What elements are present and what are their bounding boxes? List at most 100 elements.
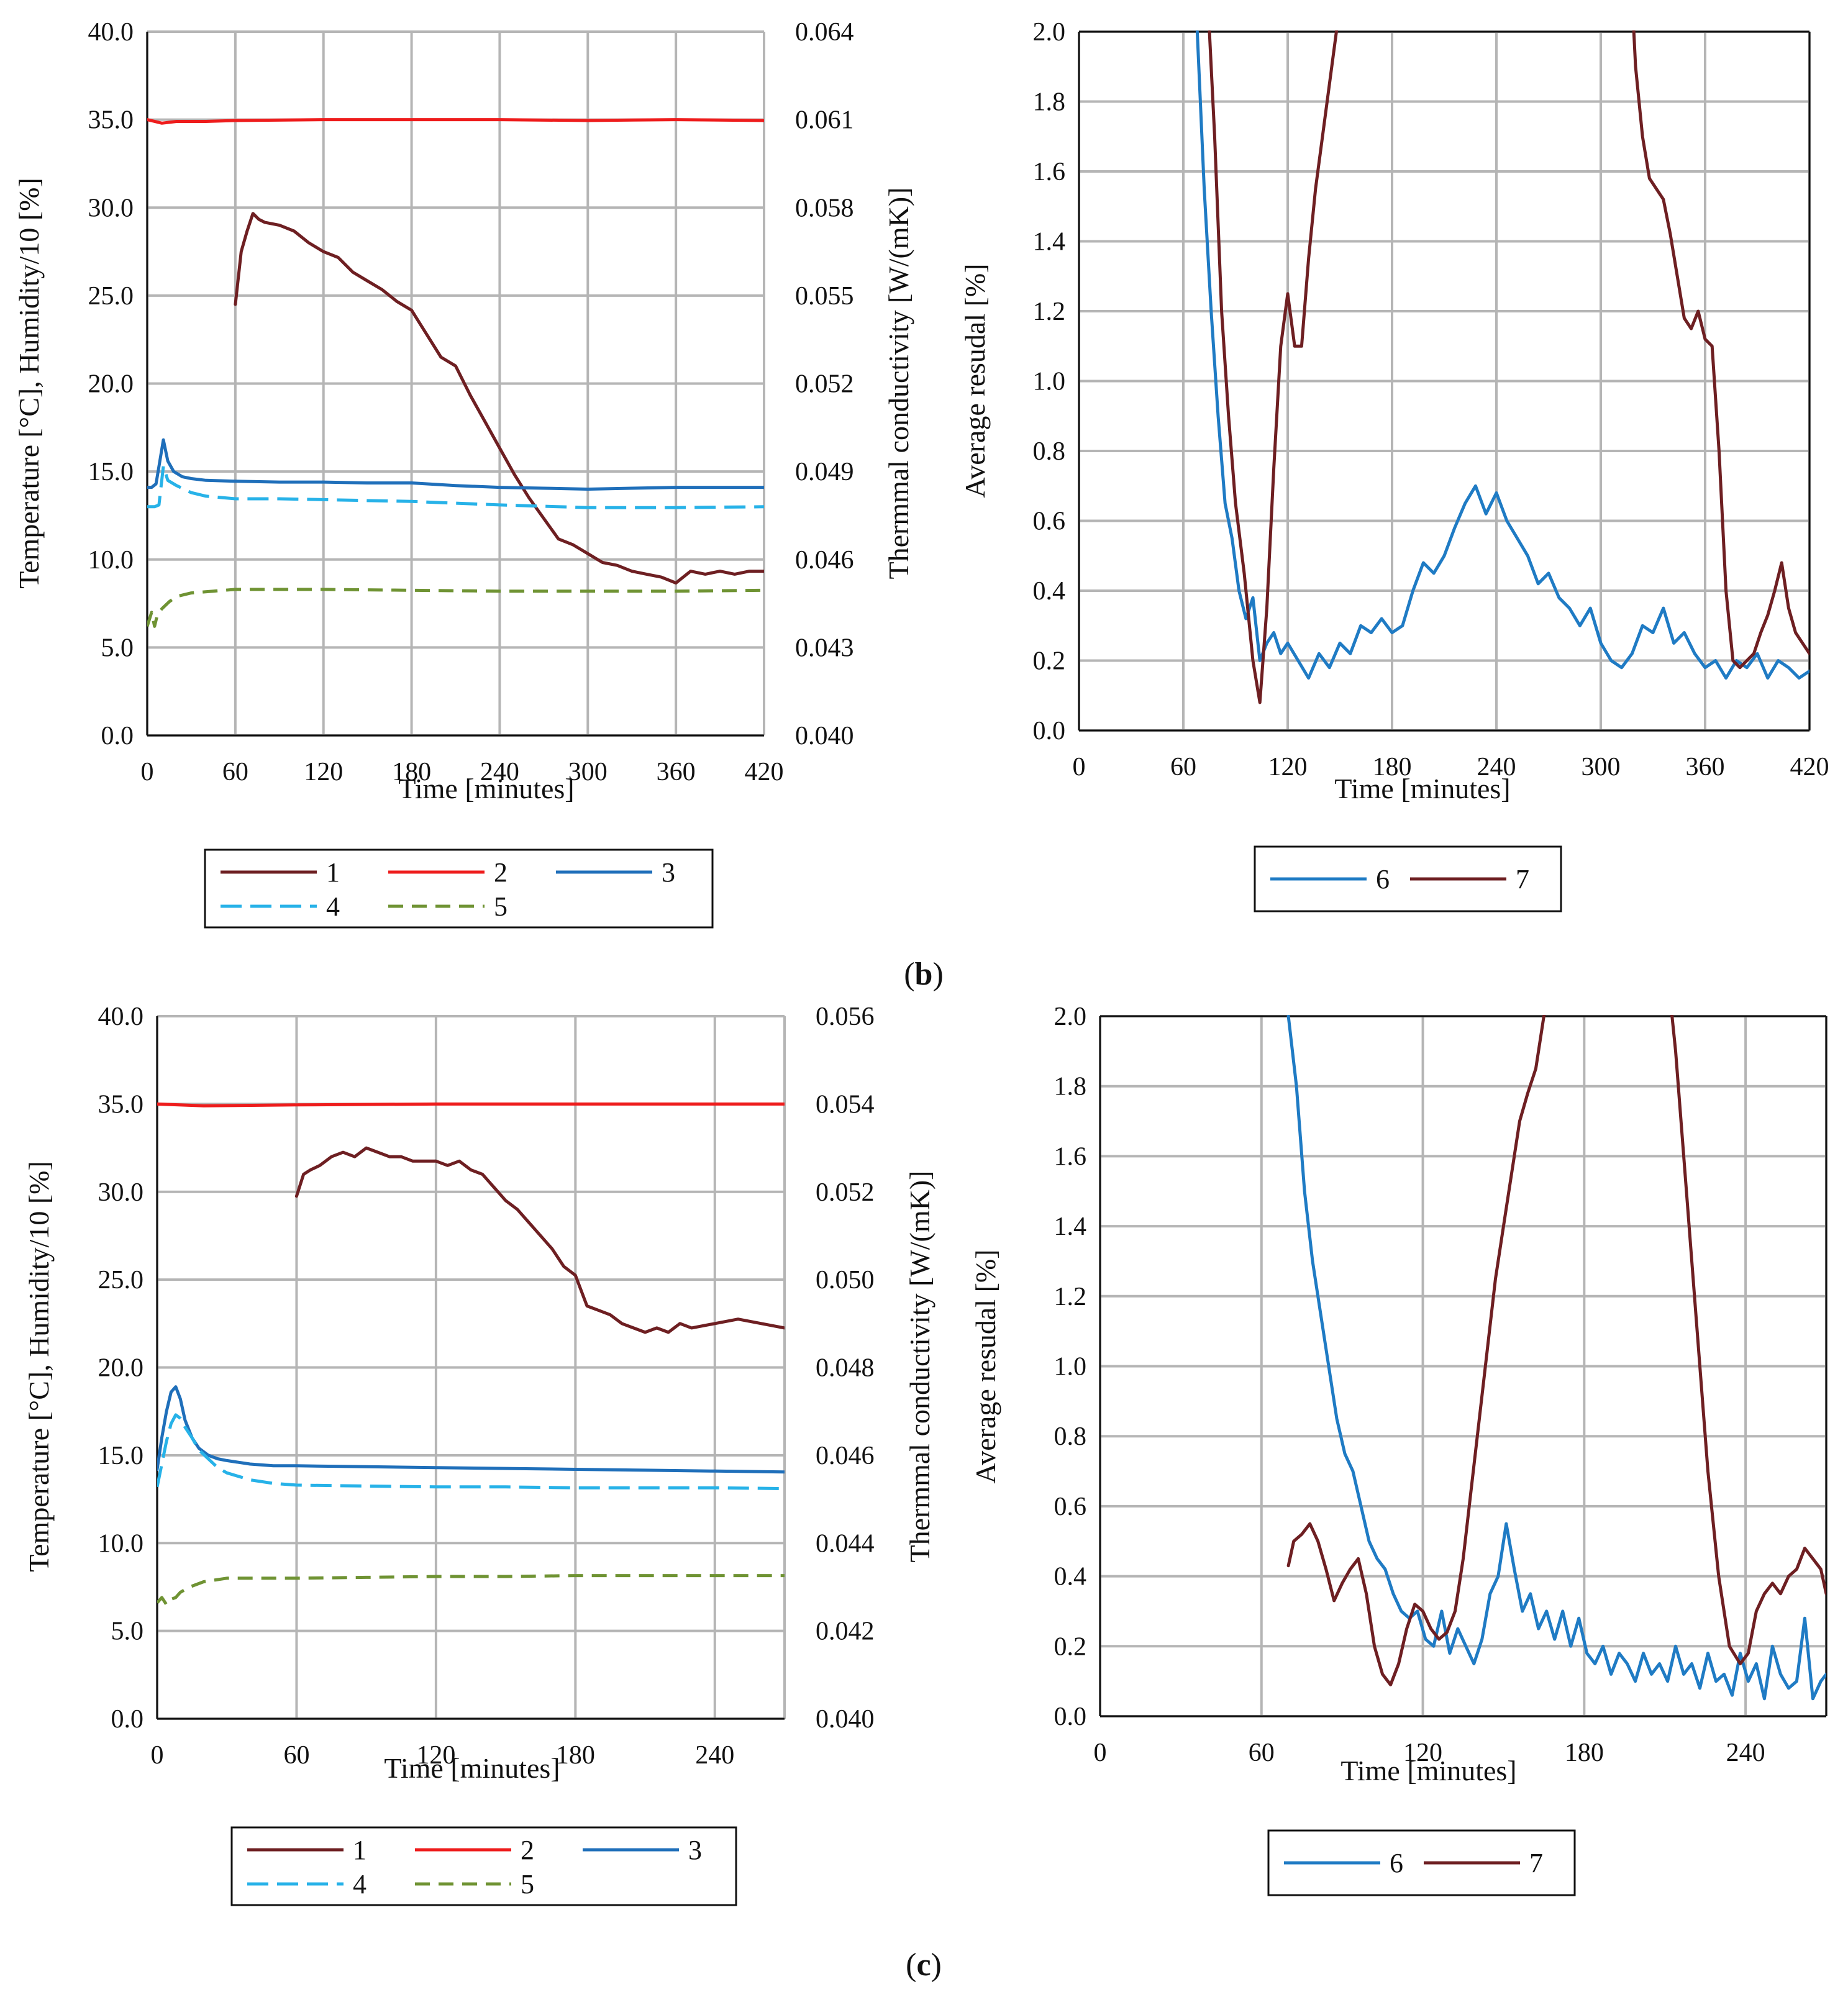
c-left-ytick-label: 10.0 bbox=[98, 1529, 144, 1558]
c-left-y2tick-label: 0.042 bbox=[816, 1617, 875, 1646]
b-left-ytick-label: 35.0 bbox=[88, 106, 134, 135]
b-left-y2tick-label: 0.058 bbox=[795, 194, 854, 222]
b-left-ytick-label: 20.0 bbox=[88, 370, 134, 399]
c-right-ytick-label: 1.8 bbox=[1054, 1073, 1087, 1101]
b-left-legend-label-1: 1 bbox=[326, 857, 340, 888]
b-left-ytick-label: 15.0 bbox=[88, 458, 134, 486]
b-left-xtick-label: 420 bbox=[745, 758, 784, 786]
c-right-legend-label-7: 7 bbox=[1529, 1848, 1543, 1878]
c-right-ytick-label: 1.6 bbox=[1054, 1142, 1087, 1171]
c-left-ytick-label: 40.0 bbox=[98, 1003, 144, 1031]
svg-text:(c): (c) bbox=[906, 1947, 942, 1983]
c-left-y2tick-label: 0.048 bbox=[816, 1354, 875, 1383]
c-left-legend-label-2: 2 bbox=[521, 1835, 534, 1865]
svg-text:(b): (b) bbox=[904, 957, 944, 992]
b-right-ytick-label: 0.6 bbox=[1033, 507, 1066, 536]
c-left-legend-label-5: 5 bbox=[521, 1869, 534, 1899]
c-left-legend-label-3: 3 bbox=[688, 1835, 702, 1865]
b-left-ytick-label: 5.0 bbox=[101, 634, 134, 662]
c-right-xtick-label: 120 bbox=[1403, 1739, 1442, 1767]
b-right-xtick-label: 60 bbox=[1170, 753, 1196, 781]
b-left-y2tick-label: 0.049 bbox=[795, 458, 854, 486]
b-left-x-label: Time [minutes] bbox=[398, 773, 574, 804]
caption-c-letter: c bbox=[916, 1947, 931, 1983]
c-left-ytick-label: 25.0 bbox=[98, 1266, 144, 1294]
c-right-xtick-label: 240 bbox=[1726, 1739, 1765, 1767]
c-left-xtick-label: 120 bbox=[416, 1741, 455, 1770]
c-right-ytick-label: 2.0 bbox=[1054, 1003, 1087, 1031]
c-right-ytick-label: 1.0 bbox=[1054, 1353, 1087, 1381]
b-left-legend: 1 2 3 4 5 bbox=[204, 848, 714, 929]
c-right-series-group bbox=[1286, 1015, 1826, 1701]
b-right-ytick-label: 1.6 bbox=[1033, 158, 1066, 186]
b-left-y2tick-label: 0.061 bbox=[795, 106, 854, 135]
c-left-ytick-label: 15.0 bbox=[98, 1442, 144, 1470]
b-right-xtick-label: 180 bbox=[1373, 753, 1412, 781]
c-left-ytick-label: 30.0 bbox=[98, 1178, 144, 1207]
c-right-xtick-label: 60 bbox=[1249, 1739, 1275, 1767]
c-right-ytick-label: 0.8 bbox=[1054, 1422, 1087, 1451]
b-left-xtick-label: 240 bbox=[480, 758, 519, 786]
caption-b-letter: b bbox=[915, 957, 933, 992]
b-left-y2tick-label: 0.043 bbox=[795, 634, 854, 662]
b-right-xtick-label: 360 bbox=[1686, 753, 1725, 781]
c-right-ytick-label: 0.4 bbox=[1054, 1563, 1087, 1591]
b-right-y-label: Average resudal [%] bbox=[959, 263, 991, 498]
b-left-series-4-line bbox=[147, 465, 764, 509]
b-left-series-1-line bbox=[234, 212, 764, 585]
caption-b-close: ) bbox=[932, 957, 943, 992]
b-right-xtick-label: 0 bbox=[1073, 753, 1086, 781]
b-right-legend-label-6: 6 bbox=[1376, 864, 1390, 894]
b-right-xtick-label: 300 bbox=[1582, 753, 1621, 781]
c-left-series-4-line bbox=[157, 1413, 785, 1491]
c-right-x-label: Time [minutes] bbox=[1340, 1755, 1516, 1786]
b-left-y2tick-label: 0.046 bbox=[795, 546, 854, 575]
c-right-ytick-label: 0.2 bbox=[1054, 1632, 1087, 1661]
c-right-ytick-label: 1.2 bbox=[1054, 1283, 1087, 1311]
c-left-series-group bbox=[157, 1102, 785, 1606]
chart-c-left: 0 60 120 180 2400.05.010.015.020.025.030.035… bbox=[23, 1003, 935, 1906]
b-left-y2tick-label: 0.040 bbox=[795, 722, 854, 750]
b-left-legend-label-2: 2 bbox=[494, 857, 508, 888]
b-left-legend-label-4: 4 bbox=[326, 891, 340, 922]
b-left-ytick-label: 40.0 bbox=[88, 18, 134, 47]
c-right-xtick-label: 180 bbox=[1565, 1739, 1604, 1767]
b-left-ytick-label: 0.0 bbox=[101, 722, 134, 750]
b-left-ytick-label: 30.0 bbox=[88, 194, 134, 222]
b-left-y-label: Temperature [°C], Humidity/10 [%] bbox=[13, 178, 45, 589]
b-left-xtick-label: 180 bbox=[392, 758, 431, 786]
c-right-xtick-label: 0 bbox=[1094, 1739, 1107, 1767]
b-left-xtick-label: 60 bbox=[222, 758, 248, 786]
caption-c: (c) bbox=[906, 1947, 942, 1983]
b-right-legend-label-7: 7 bbox=[1516, 864, 1529, 894]
b-left-series-group bbox=[147, 118, 764, 628]
b-left-legend-label-5: 5 bbox=[494, 891, 508, 922]
b-left-ytick-label: 25.0 bbox=[88, 282, 134, 311]
chart-b-right: 0 60 120 180 240 300 360 420 0.0 0.2 0.4 0.6 0.8 1.0 1… bbox=[959, 18, 1829, 912]
c-left-y2tick-label: 0.052 bbox=[816, 1178, 875, 1207]
c-left-y2-label: Thermmal conductivity [W/(mK)] bbox=[904, 1170, 935, 1562]
b-left-legend-label-3: 3 bbox=[662, 857, 675, 888]
b-right-xtick-label: 120 bbox=[1268, 753, 1308, 781]
b-right-ytick-label: 1.4 bbox=[1033, 228, 1066, 257]
b-left-xtick-label: 120 bbox=[304, 758, 343, 786]
c-left-xtick-label: 0 bbox=[151, 1741, 164, 1770]
b-left-series-2-line bbox=[147, 118, 764, 125]
b-right-series-6-line bbox=[1195, 30, 1809, 680]
b-right-x-label: Time [minutes] bbox=[1334, 773, 1510, 804]
c-right-ytick-label: 0.6 bbox=[1054, 1493, 1087, 1521]
c-left-legend-label-1: 1 bbox=[353, 1835, 366, 1865]
b-right-xtick-label: 420 bbox=[1790, 753, 1829, 781]
c-right-ytick-label: 0.0 bbox=[1054, 1703, 1087, 1731]
b-left-y2-label: Thermmal conductivity [W/(mK)] bbox=[883, 187, 914, 579]
caption-b-open: ( bbox=[904, 957, 914, 992]
b-left-y2tick-label: 0.052 bbox=[795, 370, 854, 399]
chart-c-right: 0 60 120 180 240 0.0 0.2 0.4 0.6 0.8 1.0 1.2 1.4 1.6 1… bbox=[970, 1003, 1828, 1896]
b-left-xtick-label: 0 bbox=[141, 758, 154, 786]
c-left-ytick-label: 5.0 bbox=[111, 1617, 144, 1646]
c-left-series-5-line bbox=[157, 1574, 785, 1606]
b-left-xtick-label: 360 bbox=[657, 758, 696, 786]
